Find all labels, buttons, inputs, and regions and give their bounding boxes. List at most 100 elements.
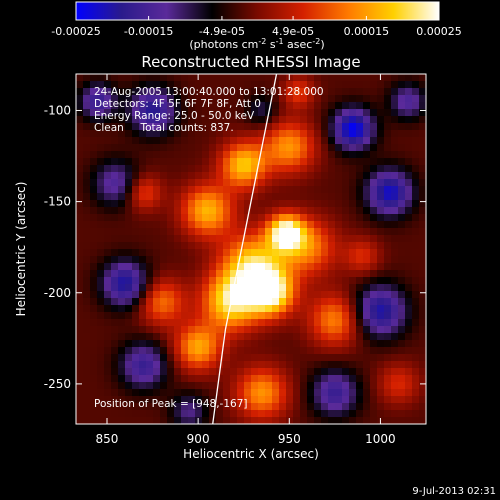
image-cell	[90, 81, 98, 89]
image-cell	[293, 158, 301, 166]
image-cell	[419, 235, 426, 243]
image-cell	[111, 214, 119, 222]
image-cell	[279, 95, 287, 103]
image-cell	[286, 284, 294, 292]
image-cell	[412, 165, 420, 173]
image-cell	[167, 193, 175, 201]
image-cell	[216, 235, 224, 243]
image-cell	[125, 354, 133, 362]
image-cell	[377, 130, 385, 138]
image-cell	[391, 158, 399, 166]
image-cell	[195, 333, 203, 341]
image-cell	[286, 389, 294, 397]
image-cell	[237, 389, 245, 397]
image-cell	[363, 193, 371, 201]
image-cell	[174, 235, 182, 243]
image-cell	[160, 221, 168, 229]
image-cell	[272, 249, 280, 257]
image-cell	[139, 123, 147, 131]
image-cell	[174, 291, 182, 299]
image-cell	[153, 235, 161, 243]
image-cell	[230, 298, 238, 306]
image-cell	[125, 305, 133, 313]
image-cell	[265, 326, 273, 334]
image-cell	[405, 214, 413, 222]
image-cell	[307, 256, 315, 264]
image-cell	[279, 396, 287, 404]
image-cell	[300, 165, 308, 173]
image-cell	[314, 221, 322, 229]
image-cell	[342, 333, 350, 341]
image-cell	[342, 326, 350, 334]
image-cell	[139, 137, 147, 145]
image-cell	[237, 137, 245, 145]
image-cell	[174, 340, 182, 348]
image-cell	[132, 249, 140, 257]
image-cell	[363, 417, 371, 424]
image-cell	[300, 207, 308, 215]
image-cell	[139, 102, 147, 110]
image-cell	[307, 74, 315, 82]
image-cell	[419, 214, 426, 222]
image-cell	[195, 207, 203, 215]
image-cell	[293, 368, 301, 376]
image-cell	[188, 221, 196, 229]
image-cell	[342, 354, 350, 362]
image-cell	[209, 361, 217, 369]
image-cell	[125, 284, 133, 292]
image-cell	[104, 137, 112, 145]
image-cell	[356, 340, 364, 348]
image-cell	[104, 410, 112, 418]
image-cell	[265, 116, 273, 124]
image-cell	[342, 88, 350, 96]
image-cell	[258, 228, 266, 236]
image-cell	[202, 95, 210, 103]
image-cell	[398, 249, 406, 257]
image-cell	[314, 207, 322, 215]
image-cell	[209, 368, 217, 376]
image-cell	[237, 312, 245, 320]
image-cell	[209, 207, 217, 215]
image-cell	[181, 235, 189, 243]
image-cell	[272, 396, 280, 404]
image-cell	[195, 242, 203, 250]
image-cell	[342, 228, 350, 236]
image-cell	[174, 354, 182, 362]
image-cell	[230, 207, 238, 215]
image-cell	[146, 354, 154, 362]
image-cell	[223, 305, 231, 313]
image-cell	[104, 214, 112, 222]
image-cell	[265, 81, 273, 89]
image-cell	[153, 298, 161, 306]
image-cell	[167, 326, 175, 334]
image-cell	[244, 382, 252, 390]
image-cell	[132, 354, 140, 362]
image-cell	[202, 179, 210, 187]
image-cell	[209, 193, 217, 201]
image-cell	[195, 340, 203, 348]
image-cell	[125, 403, 133, 411]
image-cell	[363, 305, 371, 313]
image-cell	[174, 375, 182, 383]
image-cell	[132, 74, 140, 82]
image-cell	[230, 249, 238, 257]
image-cell	[76, 270, 84, 278]
image-cell	[216, 263, 224, 271]
image-cell	[244, 291, 252, 299]
image-cell	[202, 396, 210, 404]
image-cell	[314, 249, 322, 257]
image-cell	[202, 354, 210, 362]
image-cell	[160, 410, 168, 418]
image-cell	[349, 123, 357, 131]
image-cell	[391, 284, 399, 292]
image-cell	[398, 382, 406, 390]
image-cell	[349, 249, 357, 257]
image-cell	[356, 235, 364, 243]
image-cell	[258, 333, 266, 341]
image-cell	[342, 270, 350, 278]
image-cell	[279, 179, 287, 187]
image-cell	[237, 277, 245, 285]
image-cell	[139, 382, 147, 390]
image-cell	[307, 368, 315, 376]
image-cell	[230, 256, 238, 264]
